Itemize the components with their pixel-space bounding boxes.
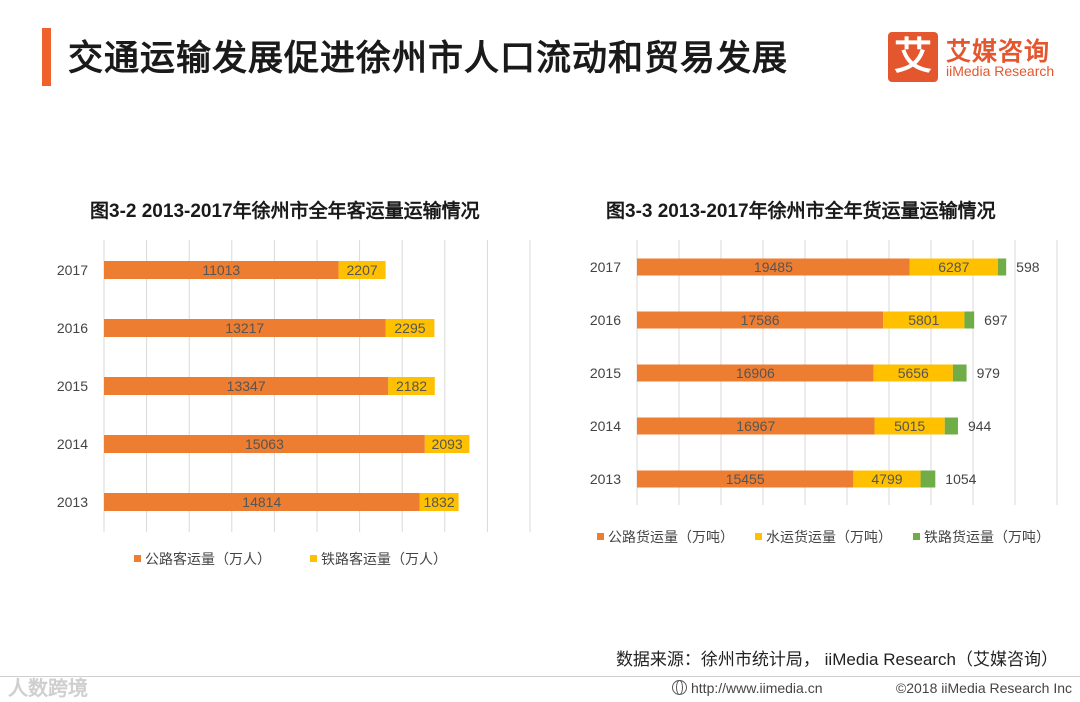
passenger-bar-series2 [385, 319, 435, 337]
passenger-data-label: 14814 [242, 494, 281, 510]
passenger-legend-label: 公路客运量（万人） [145, 551, 271, 567]
footer-url[interactable]: http://www.iimedia.cn [672, 680, 823, 696]
freight-category-label: 2015 [590, 365, 621, 381]
passenger-data-label: 2207 [347, 262, 378, 278]
passenger-data-label: 15063 [245, 436, 284, 452]
freight-data-label: 5656 [898, 365, 929, 381]
freight-legend-label: 铁路货运量（万吨） [924, 529, 1050, 545]
passenger-data-label: 2093 [432, 436, 463, 452]
freight-legend-label: 公路货运量（万吨） [608, 529, 734, 545]
freight-bar-series1 [637, 364, 874, 382]
freight-bar-series2 [874, 417, 945, 435]
freight-data-label: 16967 [736, 418, 775, 434]
freight-data-label: 16906 [736, 365, 775, 381]
freight-data-label: 19485 [754, 259, 793, 275]
passenger-legend-label: 铁路客运量（万人） [321, 551, 447, 567]
logo-mark: 艾 [888, 32, 938, 82]
footer-url-text: http://www.iimedia.cn [691, 680, 823, 696]
freight-data-label: 5801 [908, 312, 939, 328]
freight-category-label: 2014 [590, 418, 621, 434]
footer-copyright: ©2018 iiMedia Research Inc [895, 680, 1072, 696]
passenger-bar-series2 [388, 377, 435, 395]
passenger-category-label: 2015 [57, 378, 88, 394]
charts-canvas: 2017 11013 2207 2016 13217 2295 2015 13347 2182 2… [57, 240, 1058, 567]
passenger-data-label: 13217 [225, 320, 264, 336]
passenger-data-label: 2295 [394, 320, 425, 336]
freight-data-label: 15455 [726, 471, 765, 487]
freight-bar-series2 [873, 364, 953, 382]
passenger-data-label: 1832 [423, 494, 454, 510]
passenger-bar-series2 [338, 261, 386, 279]
passenger-category-label: 2013 [57, 494, 88, 510]
freight-data-label: 979 [977, 365, 1001, 381]
footer-divider [0, 676, 1080, 677]
freight-data-label: 17586 [741, 312, 780, 328]
passenger-bar-series2 [424, 435, 470, 453]
passenger-legend-swatch [134, 555, 141, 562]
freight-legend-label: 水运货运量（万吨） [766, 529, 892, 545]
freight-legend-swatch [755, 533, 762, 540]
freight-bar-series3 [952, 364, 967, 382]
freight-legend-swatch [913, 533, 920, 540]
freight-bar-series1 [637, 258, 910, 276]
freight-data-label: 1054 [945, 471, 976, 487]
passenger-data-label: 2182 [396, 378, 427, 394]
freight-bar-series1 [637, 311, 884, 329]
watermark-text: 人数跨境 [8, 678, 88, 700]
freight-data-label: 6287 [938, 259, 969, 275]
passenger-category-label: 2017 [57, 262, 88, 278]
freight-bar-series2 [909, 258, 998, 276]
logo-cn-text: 艾媒咨询 [946, 38, 1051, 66]
freight-bar-series3 [997, 258, 1007, 276]
passenger-bar-series2 [419, 493, 459, 511]
freight-category-label: 2016 [590, 312, 621, 328]
title-accent-bar [42, 28, 51, 86]
page-title: 交通运输发展促进徐州市人口流动和贸易发展 [68, 39, 789, 78]
freight-legend-swatch [597, 533, 604, 540]
freight-category-label: 2017 [590, 259, 621, 275]
passenger-data-label: 11013 [202, 262, 240, 278]
freight-data-label: 598 [1016, 259, 1040, 275]
passenger-data-label: 13347 [227, 378, 266, 394]
chart-title-passenger: 图3-2 2013-2017年徐州市全年客运量运输情况 [90, 201, 480, 222]
passenger-bar-series1 [104, 493, 420, 511]
globe-icon [672, 680, 687, 695]
logo-en-text: iiMedia Research [946, 63, 1055, 79]
freight-data-label: 697 [984, 312, 1008, 328]
chart-title-freight: 图3-3 2013-2017年徐州市全年货运量运输情况 [606, 201, 996, 222]
freight-bar-series2 [853, 470, 921, 488]
freight-category-label: 2013 [590, 471, 621, 487]
freight-data-label: 944 [968, 418, 992, 434]
passenger-bar-series1 [104, 261, 339, 279]
iimedia-logo: 艾 艾媒咨询 iiMedia Research [886, 30, 1061, 85]
passenger-bar-series1 [104, 377, 389, 395]
freight-bar-series1 [637, 470, 854, 488]
freight-data-label: 5015 [894, 418, 925, 434]
freight-data-label: 4799 [871, 471, 902, 487]
freight-bar-series2 [883, 311, 965, 329]
freight-bar-series3 [964, 311, 975, 329]
passenger-category-label: 2014 [57, 436, 88, 452]
freight-bar-series3 [920, 470, 936, 488]
passenger-legend-swatch [310, 555, 317, 562]
passenger-bar-series1 [104, 435, 425, 453]
passenger-category-label: 2016 [57, 320, 88, 336]
passenger-bar-series1 [104, 319, 386, 337]
freight-bar-series1 [637, 417, 875, 435]
freight-bar-series3 [944, 417, 958, 435]
data-source-note: 数据来源：徐州市统计局， iiMedia Research（艾媒咨询） [615, 650, 1058, 669]
